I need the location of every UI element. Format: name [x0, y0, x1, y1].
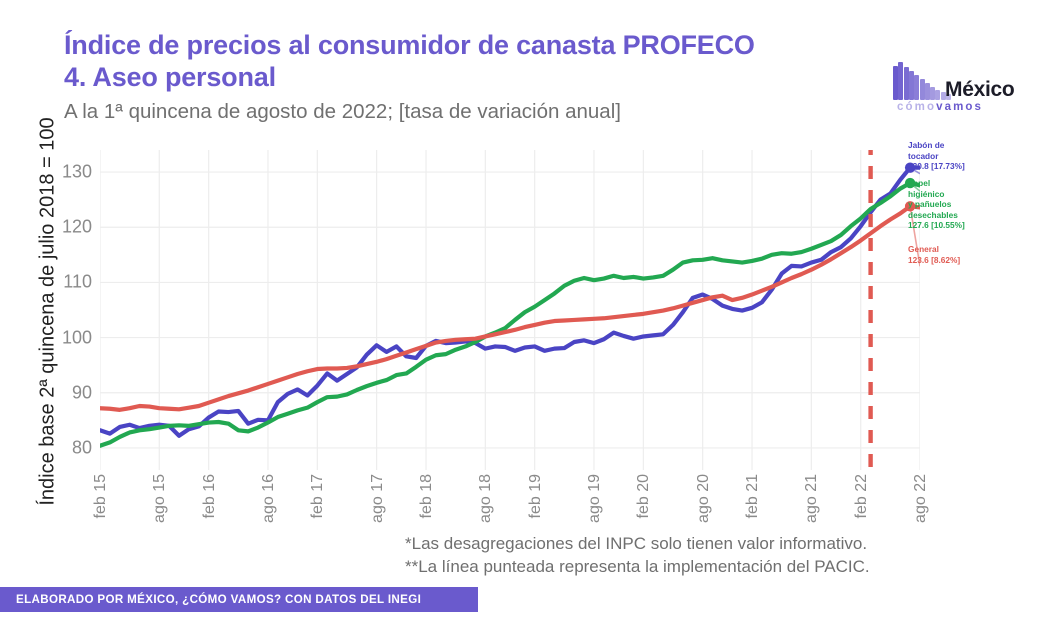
y-tick-110: 110	[63, 271, 92, 292]
logo-name: México	[945, 78, 1015, 101]
footnote-2: **La línea punteada representa la implem…	[405, 556, 870, 576]
x-tick-ago-20: ago 20	[694, 474, 712, 523]
page-subtitle: A la 1ª quincena de agosto de 2022; [tas…	[64, 99, 621, 123]
footer-text: ELABORADO POR MÉXICO, ¿CÓMO VAMOS? CON D…	[16, 593, 422, 606]
header: Índice de precios al consumidor de canas…	[64, 30, 874, 124]
x-tick-feb-16: feb 16	[200, 474, 218, 519]
x-tick-feb-22: feb 22	[852, 474, 870, 519]
series-annotations: Jabón de tocador 130.8 [17.73%] Papel higié…	[908, 140, 1038, 290]
page-title-line2: 4. Aseo personal	[64, 61, 276, 92]
x-tick-ago-21: ago 21	[803, 474, 821, 523]
x-tick-feb-17: feb 17	[309, 474, 327, 519]
x-tick-feb-19: feb 19	[526, 474, 544, 519]
x-axis-tick-labels: feb 15 ago 15 feb 16 ago 16 feb 17 ago 17 feb …	[92, 474, 929, 536]
x-tick-feb-21: feb 21	[744, 474, 762, 519]
y-tick-130: 130	[61, 161, 92, 182]
y-axis-tick-labels: 80 90 100 110 120 130	[30, 150, 92, 470]
page-title-line1: Índice de precios al consumidor de canas…	[64, 30, 755, 60]
annotation-general: General 123.6 [8.62%]	[908, 244, 961, 265]
x-tick-ago-22: ago 22	[912, 474, 929, 523]
logo-tagline: cómovamos	[897, 101, 983, 113]
footnotes: *Las desagregaciones del INPC solo tiene…	[405, 533, 1030, 579]
x-tick-feb-18: feb 18	[418, 474, 436, 519]
logo: México cómovamos	[893, 58, 1023, 120]
line-chart-svg	[97, 142, 923, 496]
x-tick-ago-15: ago 15	[151, 474, 169, 523]
footnote-1: *Las desagregaciones del INPC solo tiene…	[405, 534, 868, 553]
annotation-papel-higienico: Papel higiénico y pañuelos desechables 127.6…	[908, 178, 965, 231]
x-tick-ago-17: ago 17	[368, 474, 386, 523]
y-tick-80: 80	[71, 437, 92, 458]
x-tick-ago-16: ago 16	[259, 474, 277, 523]
logo-tagline-part1: cómo	[897, 101, 937, 113]
x-tick-feb-15: feb 15	[92, 474, 109, 519]
y-tick-120: 120	[61, 216, 92, 237]
y-tick-100: 100	[61, 327, 92, 348]
x-tick-ago-18: ago 18	[477, 474, 495, 523]
annotation-jabon-de-tocador: Jabón de tocador 130.8 [17.73%]	[908, 140, 965, 172]
x-tick-feb-20: feb 20	[635, 474, 653, 519]
logo-tagline-part2: vamos	[936, 101, 984, 113]
y-tick-90: 90	[71, 382, 92, 403]
footer-bar: ELABORADO POR MÉXICO, ¿CÓMO VAMOS? CON D…	[0, 587, 478, 612]
x-tick-ago-19: ago 19	[585, 474, 603, 523]
plot-area	[97, 142, 923, 496]
logo-bars-icon	[893, 60, 955, 100]
